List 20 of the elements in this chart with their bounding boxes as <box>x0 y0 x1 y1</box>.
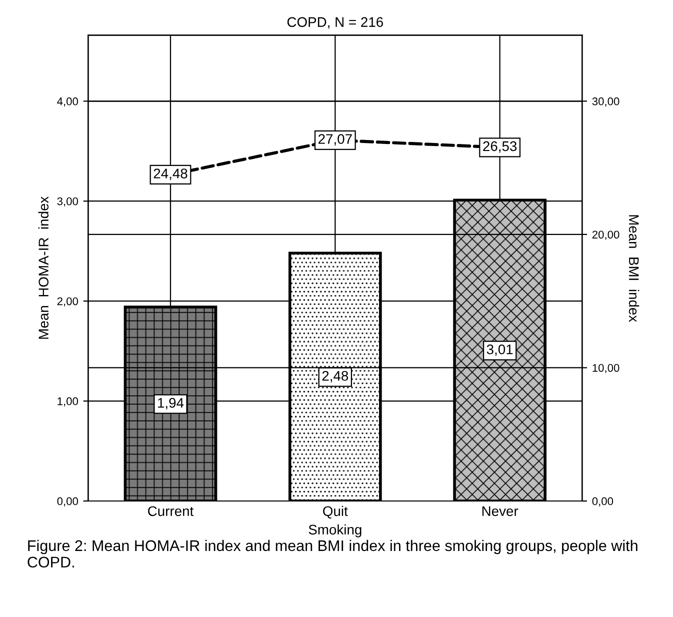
y2-axis-title: Mean BMI index <box>628 215 640 322</box>
y-axis-title: Mean HOMA-IR index <box>38 196 49 339</box>
x-tick-label: Never <box>482 506 518 516</box>
y-tick-label: 3,00 <box>57 197 78 207</box>
x-tick-label: Current <box>148 506 194 516</box>
y2-tick-label: 30,00 <box>592 97 620 107</box>
y-tick-label: 1,00 <box>58 397 78 406</box>
y-tick-label: 4,00 <box>57 97 78 107</box>
y2-tick-label: 20,00 <box>592 230 620 240</box>
data-label: 2,48 <box>322 370 348 382</box>
x-tick-label: Quit <box>323 506 348 519</box>
chart-title: COPD, N = 216 <box>287 17 383 29</box>
y-tick-label: 0,00 <box>57 497 78 506</box>
x-axis-title: Smoking <box>308 524 362 538</box>
data-label: 1,94 <box>158 398 184 410</box>
y2-tick-label: 0,00 <box>592 497 614 506</box>
y2-tick-label: 10,00 <box>592 364 620 374</box>
caption: Figure 2: Mean HOMA-IR index and mean BMI index in three smoking groups, people with COPD. <box>28 540 638 568</box>
data-label: 3,01 <box>486 344 513 356</box>
y-tick-label: 2,00 <box>57 297 78 307</box>
